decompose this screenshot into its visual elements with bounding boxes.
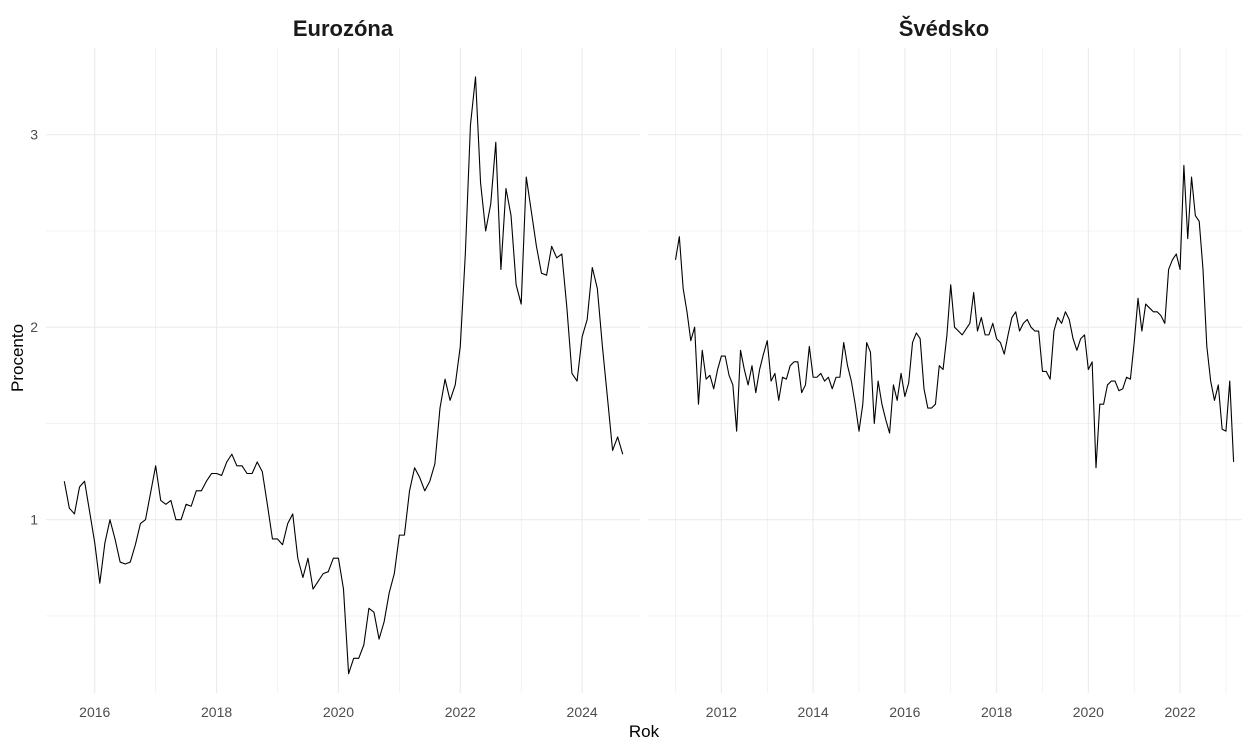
x-tick-label: 2014 xyxy=(798,704,829,720)
facet-title: Eurozóna xyxy=(293,16,394,41)
x-tick-label: 2020 xyxy=(323,704,354,720)
x-tick-label: 2018 xyxy=(981,704,1012,720)
x-tick-label: 2020 xyxy=(1073,704,1104,720)
y-tick-label: 2 xyxy=(30,319,38,335)
x-tick-label: 2016 xyxy=(79,704,110,720)
x-tick-label: 2022 xyxy=(1164,704,1195,720)
y-tick-label: 3 xyxy=(30,127,38,143)
series-line xyxy=(63,76,624,675)
x-tick-label: 2012 xyxy=(706,704,737,720)
y-axis-label: Procento xyxy=(8,324,27,392)
x-tick-label: 2016 xyxy=(889,704,920,720)
y-tick-label: 1 xyxy=(30,512,38,528)
facet-panel: 2012 2014 2016 2018 2020 2022 Švédsko xyxy=(648,16,1242,720)
x-tick-label: 2022 xyxy=(445,704,476,720)
x-tick-label: 2018 xyxy=(201,704,232,720)
facet-panel: 1 2 3 2016 2018 2020 2022 2024 Eurozóna xyxy=(30,16,640,720)
x-tick-label: 2024 xyxy=(567,704,598,720)
series-line xyxy=(674,164,1235,469)
facet-title: Švédsko xyxy=(899,16,990,41)
x-axis-label: Rok xyxy=(629,722,660,741)
